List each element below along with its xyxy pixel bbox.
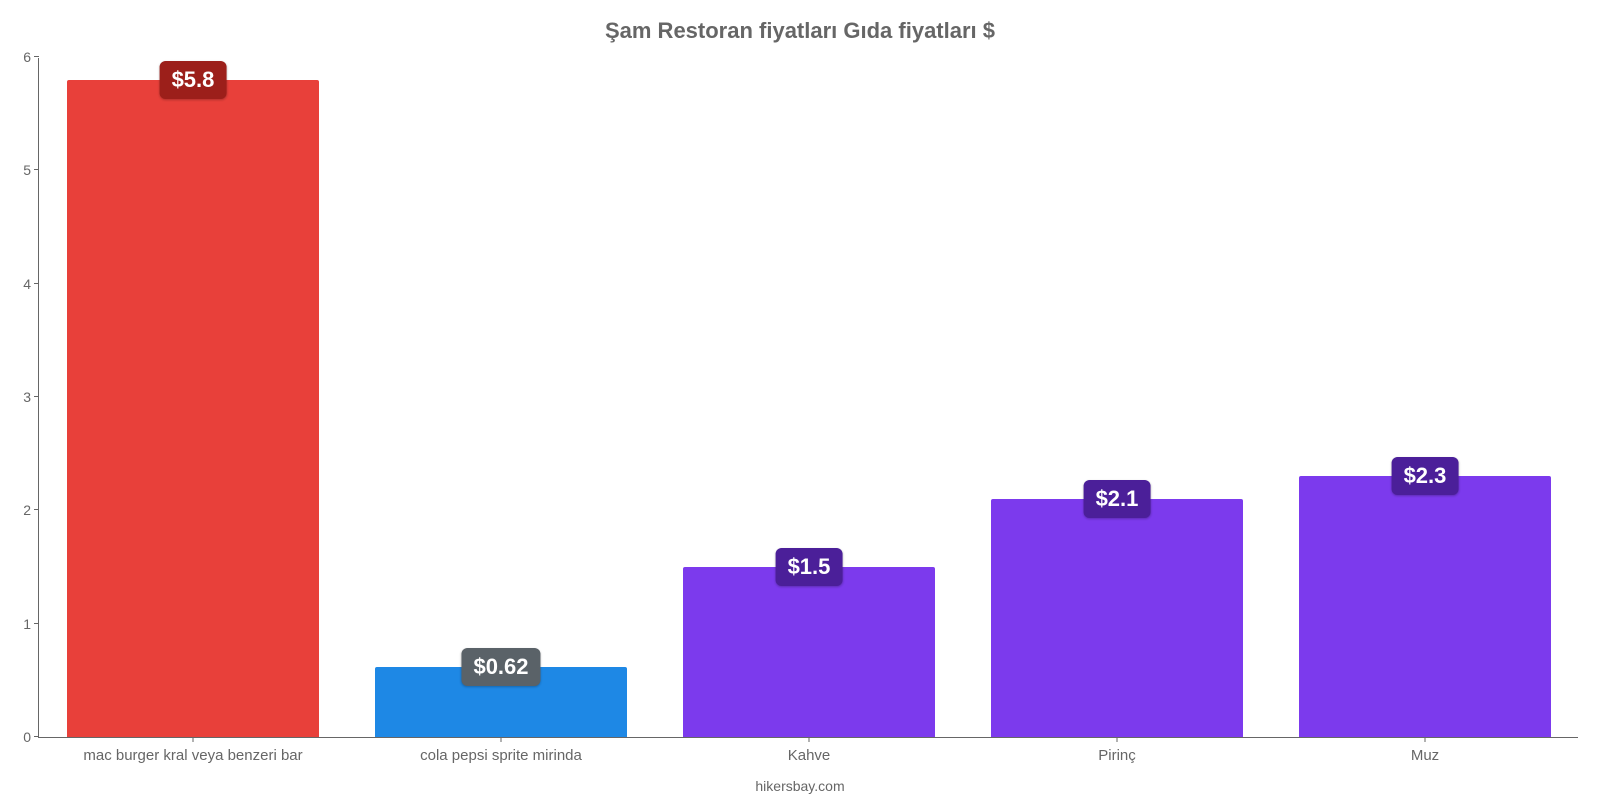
y-tick-label: 3 <box>23 389 39 405</box>
bar: $1.5 <box>683 567 936 737</box>
y-tick-mark <box>34 396 39 397</box>
bar-value-badge: $0.62 <box>461 648 540 686</box>
bar-value-badge: $5.8 <box>160 61 227 99</box>
x-tick-mark <box>501 737 502 742</box>
x-tick-mark <box>193 737 194 742</box>
y-tick-mark <box>34 169 39 170</box>
chart-credit: hikersbay.com <box>0 778 1600 794</box>
chart-container: Şam Restoran fiyatları Gıda fiyatları $ … <box>0 0 1600 800</box>
y-tick-mark <box>34 736 39 737</box>
bar-value-badge: $2.1 <box>1084 480 1151 518</box>
y-tick-mark <box>34 509 39 510</box>
y-tick-mark <box>34 56 39 57</box>
y-tick-label: 5 <box>23 162 39 178</box>
bar: $2.3 <box>1299 476 1552 737</box>
chart-title: Şam Restoran fiyatları Gıda fiyatları $ <box>0 18 1600 44</box>
y-tick-label: 4 <box>23 276 39 292</box>
bar: $2.1 <box>991 499 1244 737</box>
bar-value-badge: $2.3 <box>1392 457 1459 495</box>
y-tick-mark <box>34 283 39 284</box>
x-tick-mark <box>1117 737 1118 742</box>
bar: $0.62 <box>375 667 628 737</box>
bar-value-badge: $1.5 <box>776 548 843 586</box>
x-tick-mark <box>809 737 810 742</box>
y-tick-label: 1 <box>23 616 39 632</box>
plot-area: 0123456$5.8mac burger kral veya benzeri … <box>38 58 1578 738</box>
y-tick-mark <box>34 623 39 624</box>
bar: $5.8 <box>67 80 320 737</box>
y-tick-label: 0 <box>23 729 39 745</box>
y-tick-label: 6 <box>23 49 39 65</box>
y-tick-label: 2 <box>23 502 39 518</box>
x-tick-mark <box>1425 737 1426 742</box>
